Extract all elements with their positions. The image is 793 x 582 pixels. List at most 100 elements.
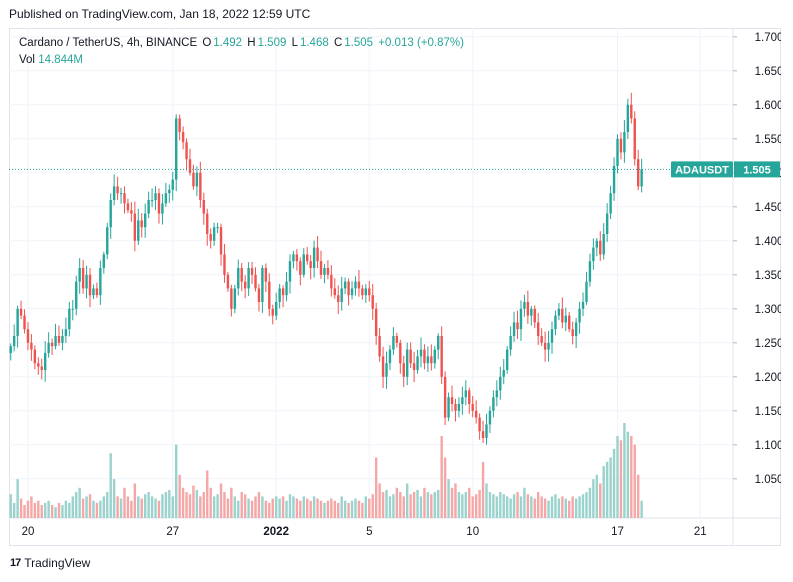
candle-body (95, 288, 99, 296)
x-tick-label: 21 (694, 526, 707, 538)
volume-bar (116, 496, 119, 518)
volume-bar (640, 500, 643, 518)
candle-body (478, 417, 481, 432)
x-tick-label: 27 (166, 526, 179, 538)
volume-bar (409, 494, 412, 518)
volume-bar (633, 444, 636, 518)
footer: 17 TradingView (10, 556, 90, 570)
candle-body (309, 261, 312, 268)
volume-value: 14.844M (38, 54, 83, 66)
volume-bar (495, 496, 499, 518)
candle-body (154, 193, 157, 200)
published-bar: Published on TradingView.com, Jan 18, 20… (0, 0, 793, 28)
volume-bar (188, 494, 192, 518)
candle-body (502, 370, 505, 377)
candle-body (530, 308, 533, 316)
candle-body (578, 308, 581, 323)
volume-bar (226, 498, 230, 518)
candle-body (264, 268, 268, 282)
candle-body (195, 172, 199, 187)
volume-bar (423, 487, 426, 518)
candle-body (630, 104, 633, 119)
y-tick-label: 1.650 (755, 66, 781, 78)
volume-bar (564, 498, 567, 518)
volume-bar (588, 487, 592, 518)
volume-bar (209, 487, 212, 518)
candle-body (137, 220, 140, 241)
volume-bar (168, 489, 171, 518)
volume-bar (181, 487, 185, 518)
volume-bar (309, 500, 312, 518)
volume-bar (578, 496, 581, 518)
volume-bar (530, 496, 533, 518)
volume-bar (609, 457, 612, 518)
volume-bar (130, 500, 133, 518)
candle-body (512, 322, 516, 336)
candle-body (433, 349, 436, 364)
volume-bar (450, 487, 454, 518)
candle-body (533, 308, 536, 323)
candle-body (292, 254, 295, 262)
volume-bar (237, 500, 240, 518)
candle-body (181, 132, 185, 143)
legend-low-label: L (291, 37, 298, 49)
candle-body (116, 186, 119, 194)
candle-body (357, 281, 361, 289)
candle-body (485, 424, 488, 438)
candle-body (443, 376, 447, 418)
volume-bar (599, 483, 602, 518)
volume-bar (195, 489, 199, 518)
volume-bar (19, 498, 23, 518)
candle-body (12, 336, 16, 347)
volume-bar (440, 435, 443, 518)
candle-body (623, 132, 626, 153)
candle-body (599, 240, 602, 255)
volume-bar (223, 492, 226, 518)
y-tick-label: 1.700 (755, 32, 781, 44)
candle-body (243, 281, 247, 289)
volume-bar (430, 494, 433, 518)
volume-bar (337, 502, 340, 518)
volume-bar (550, 496, 554, 518)
chart-frame[interactable] (9, 28, 781, 546)
candle-body (212, 227, 216, 241)
volume-bar (243, 494, 247, 518)
volume-bar (112, 479, 116, 518)
volume-bar (471, 496, 474, 518)
candle-body (561, 308, 564, 323)
y-tick-label: 1.450 (755, 202, 781, 214)
volume-bar (557, 498, 561, 518)
candle-body (516, 322, 519, 330)
price-chart[interactable]: 1.7001.6501.6001.5501.5001.4501.4001.350… (9, 28, 781, 546)
volume-bar (512, 494, 516, 518)
candle-body (588, 261, 592, 282)
volume-bar (292, 496, 295, 518)
candle-body (143, 213, 147, 228)
legend-open-label: O (202, 37, 212, 49)
volume-bar (537, 492, 540, 518)
candle-body (343, 281, 347, 289)
volume-bar (95, 502, 99, 518)
candle-body (474, 410, 478, 418)
volume-bar (323, 502, 326, 518)
volume-bar (137, 496, 140, 518)
volume-bar (147, 492, 150, 518)
volume-bar (154, 498, 157, 518)
candle-body (192, 172, 195, 187)
volume-bar (109, 453, 112, 518)
volume-bar (364, 496, 368, 518)
candle-body (461, 397, 464, 404)
candle-body (299, 261, 302, 275)
candle-body (361, 288, 364, 296)
candle-body (371, 295, 374, 309)
candle-body (319, 261, 323, 275)
volume-bar (23, 505, 26, 518)
candle-body (330, 274, 333, 289)
volume-bar (412, 492, 416, 518)
volume-bar (102, 496, 106, 518)
volume-bar (447, 479, 450, 518)
candle-body (206, 213, 209, 234)
candle-body (9, 346, 12, 353)
x-tick-label: 10 (466, 526, 479, 538)
volume-bar (50, 505, 54, 518)
